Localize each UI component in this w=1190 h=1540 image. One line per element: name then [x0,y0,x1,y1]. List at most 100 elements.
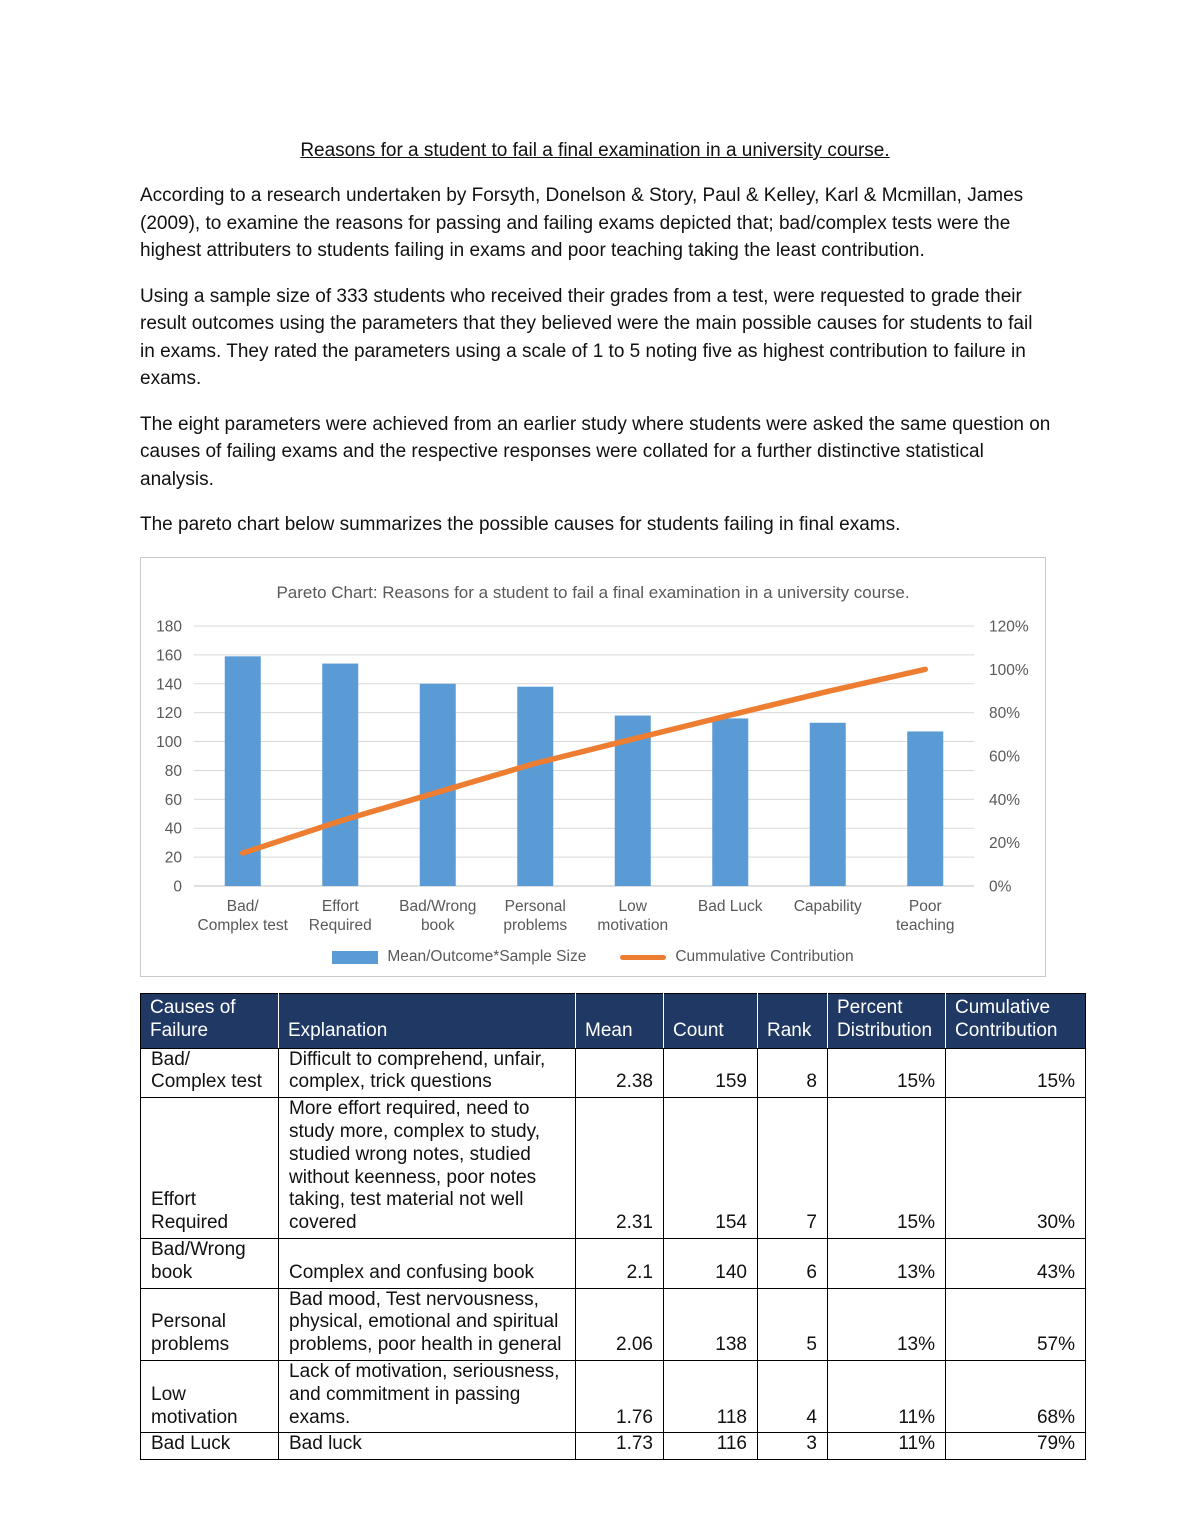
table-row: Bad/ Complex test Difficult to comprehend… [140,1047,1086,1099]
table-cell: 43% [945,1237,1086,1289]
table-cell: 15% [827,1097,946,1239]
left-axis-tick: 60 [165,792,183,809]
bar-series-label: Mean/Outcome*Sample Size [387,948,587,966]
table-cell: 2.38 [575,1047,664,1099]
document-title: Reasons for a student to fail a final ex… [300,140,890,161]
left-axis-tick: 180 [156,619,182,636]
column-header-7: Cumulative Contribution [945,993,1086,1049]
table-cell: 116 [663,1432,758,1461]
line-series-swatch-icon [620,954,667,960]
table-cell: 15% [827,1047,946,1099]
category-label: Complex test [198,917,289,934]
left-axis-tick: 20 [165,850,183,867]
column-header-2: Explanation [278,993,576,1049]
bar-4 [517,686,554,887]
table-row: Bad Luck Bad luck 1.73 116 3 11% 79% [140,1432,1086,1461]
causes-table: Causes of Failure Explanation Mean Count Ran… [140,993,1086,1461]
table-cell: 1.76 [575,1359,664,1434]
table-cell: 30% [945,1097,1086,1239]
table-cell: Low motivation [140,1359,279,1434]
table-cell: Complex and confusing book [278,1237,576,1289]
legend-item-line: Cummulative Contribution [620,948,854,966]
left-axis-tick: 0 [173,879,182,896]
table-cell: 1.73 [575,1432,664,1461]
table-cell: Difficult to comprehend, unfair, complex… [278,1047,576,1099]
table-cell: 6 [757,1237,828,1289]
table-cell: 15% [945,1047,1086,1099]
table-cell: 68% [945,1359,1086,1434]
left-axis-tick: 160 [156,647,182,664]
category-label: Bad/ [227,898,260,915]
table-cell: Bad mood, Test nervousness, physical, em… [278,1287,576,1361]
table-cell: 154 [663,1097,758,1239]
category-label: Required [309,917,372,934]
document-page: Reasons for a student to fail a final ex… [140,140,1086,1461]
column-header-1: Causes of Failure [140,993,279,1049]
right-axis-tick: 100% [989,662,1029,679]
category-label: Poor [909,898,942,915]
table-cell: 13% [827,1287,946,1361]
right-axis-tick: 20% [989,835,1020,852]
column-header-3: Mean [575,993,664,1049]
table-cell: 118 [663,1359,758,1434]
table-cell: 3 [757,1432,828,1461]
table-cell: Effort Required [140,1097,279,1239]
category-label: teaching [896,917,955,934]
category-label: Effort [322,898,359,915]
category-label: motivation [597,917,668,934]
column-header-4: Count [663,993,758,1049]
table-cell: Bad Luck [140,1432,279,1461]
table-row: Bad/Wrong book Complex and confusing book… [140,1237,1086,1289]
category-label: Capability [794,898,862,915]
table-cell: 2.1 [575,1237,664,1289]
right-axis-tick: 80% [989,705,1020,722]
bar-3 [419,683,456,887]
table-cell: 2.06 [575,1287,664,1361]
table-row: Effort Required More effort required, nee… [140,1097,1086,1239]
column-header-6: Percent Distribution [827,993,946,1049]
table-cell: 2.31 [575,1097,664,1239]
bar-6 [712,718,749,887]
left-axis-tick: 120 [156,705,182,722]
chart-title: Pareto Chart: Reasons for a student to f… [276,583,909,602]
table-cell: 140 [663,1237,758,1289]
category-label: Personal [505,898,566,915]
table-cell: Bad/Wrong book [140,1237,279,1289]
right-axis-tick: 60% [989,749,1020,766]
table-header-row: Causes of Failure Explanation Mean Count Ran… [140,993,1086,1049]
table-cell: 57% [945,1287,1086,1361]
table-cell: 7 [757,1097,828,1239]
table-cell: Lack of motivation, seriousness, and com… [278,1359,576,1434]
category-label: problems [503,917,567,934]
paragraph-3: The eight parameters were achieved from … [140,413,1051,490]
right-axis-tick: 40% [989,792,1020,809]
left-axis-tick: 140 [156,676,182,693]
table-cell: 5 [757,1287,828,1361]
bar-series-swatch-icon [332,950,379,964]
left-axis-tick: 40 [165,821,183,838]
table-cell: 159 [663,1047,758,1099]
line-series-label: Cummulative Contribution [675,948,854,966]
table-cell: 11% [827,1359,946,1434]
table-cell: Bad/ Complex test [140,1047,279,1099]
bar-2 [322,663,359,887]
bar-7 [809,722,846,887]
table-cell: Personal problems [140,1287,279,1361]
right-axis-tick: 120% [989,619,1029,636]
right-axis-tick: 0% [989,879,1012,896]
left-axis-tick: 80 [165,763,183,780]
table-cell: 8 [757,1047,828,1099]
table-cell: 13% [827,1237,946,1289]
table-cell: 138 [663,1287,758,1361]
table-row: Personal problems Bad mood, Test nervousn… [140,1287,1086,1361]
category-label: Low [619,898,648,915]
table-cell: 4 [757,1359,828,1434]
table-cell: Bad luck [278,1432,576,1461]
left-axis-tick: 100 [156,734,182,751]
paragraph-1: According to a research undertaken by Fo… [140,185,1024,262]
table-cell: 11% [827,1432,946,1461]
column-header-5: Rank [757,993,828,1049]
pareto-chart: Pareto Chart: Reasons for a student to f… [140,557,1046,978]
table-row: Low motivation Lack of motivation, seriou… [140,1359,1086,1434]
pareto-chart-plot: Pareto Chart: Reasons for a student to f… [156,583,1029,934]
